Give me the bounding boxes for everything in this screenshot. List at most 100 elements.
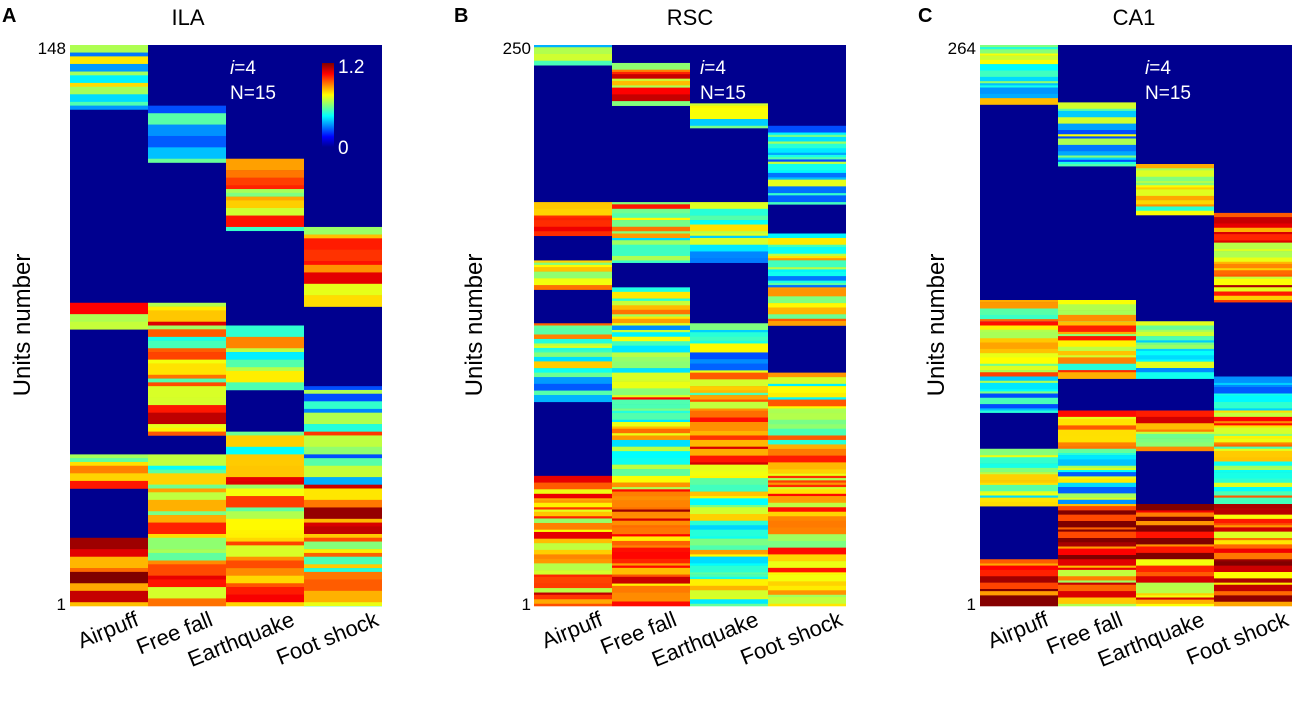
heatmap-cell <box>1214 227 1292 233</box>
heatmap-cell <box>612 413 690 421</box>
heatmap-cell <box>1214 523 1292 526</box>
heatmap-cell <box>304 522 382 527</box>
heatmap-cell <box>612 231 690 234</box>
heatmap-cell <box>304 526 382 535</box>
heatmap-cell <box>1058 363 1136 371</box>
heatmap-cell <box>612 419 690 423</box>
heatmap-cell <box>612 428 690 434</box>
heatmap-cell <box>1136 576 1214 583</box>
heatmap-cell <box>1136 512 1214 518</box>
heatmap-cell <box>768 448 846 456</box>
heatmap-cell <box>534 574 612 578</box>
heatmap-cell <box>226 446 304 459</box>
heatmap-cell <box>226 560 304 569</box>
heatmap-cell <box>768 157 846 160</box>
heatmap-cell <box>612 388 690 396</box>
heatmap-cell <box>1058 603 1136 607</box>
heatmap-cell <box>226 196 304 201</box>
heatmap-cell <box>768 547 846 555</box>
heatmap-cell <box>612 536 690 542</box>
heatmap-cell <box>70 480 148 489</box>
heatmap-cell <box>612 527 690 535</box>
heatmap-cell <box>980 331 1058 339</box>
heatmap-block-a-5-col-2 <box>226 325 304 391</box>
heatmap-cell <box>1214 436 1292 439</box>
heatmap-cell <box>612 318 690 324</box>
heatmap-cell <box>690 410 768 418</box>
heatmap-cell <box>768 574 846 582</box>
heatmap-cell <box>980 404 1058 409</box>
heatmap-cell <box>534 202 612 210</box>
heatmap-cell <box>980 363 1058 367</box>
heatmap-cell <box>690 107 768 113</box>
heatmap-cell <box>1214 442 1292 445</box>
heatmap-cell <box>768 289 846 297</box>
heatmap-cell <box>1214 559 1292 562</box>
heatmap-cell <box>534 208 612 216</box>
heatmap-cell <box>1136 368 1214 373</box>
heatmap-cell <box>1058 487 1136 494</box>
heatmap-cell <box>148 124 226 137</box>
heatmap-cell <box>1136 546 1214 554</box>
heatmap-block-a-10-col-3 <box>304 537 382 607</box>
heatmap-cell <box>1214 552 1292 560</box>
heatmap-cell <box>226 488 304 497</box>
heatmap-block-a-10-col-0 <box>70 537 148 607</box>
heatmap-cell <box>304 458 382 467</box>
heatmap-cell <box>1058 580 1136 583</box>
heatmap-cell <box>1136 181 1214 184</box>
heatmap-cell <box>690 392 768 396</box>
heatmap-cell <box>534 231 612 237</box>
heatmap-cell <box>226 325 304 338</box>
heatmap-cell <box>148 158 226 163</box>
heatmap-block-c-9-col-1 <box>1058 504 1136 562</box>
heatmap-cell <box>690 520 768 526</box>
heatmap-cell <box>612 237 690 241</box>
panel-b-stat-n: N=15 <box>700 83 746 104</box>
heatmap-cell <box>1214 584 1292 592</box>
heatmap-cell <box>690 491 768 497</box>
heatmap-cell <box>1058 453 1136 456</box>
heatmap-cell <box>690 233 768 237</box>
heatmap-cell <box>1136 516 1214 522</box>
heatmap-cell <box>980 582 1058 590</box>
heatmap-cell <box>148 552 226 561</box>
heatmap-cell <box>304 488 382 501</box>
heatmap-cell <box>148 522 226 535</box>
heatmap-block-c-9-col-2 <box>1136 504 1214 562</box>
heatmap-cell <box>148 105 226 114</box>
heatmap-cell <box>226 431 304 436</box>
heatmap-cell <box>768 413 846 421</box>
heatmap-cell <box>690 507 768 515</box>
heatmap-cell <box>1214 595 1292 603</box>
heatmap-cell <box>534 343 612 346</box>
heatmap-cell <box>148 587 226 599</box>
heatmap-cell <box>612 534 690 537</box>
heatmap-cell <box>1058 514 1136 522</box>
heatmap-cell <box>1214 572 1292 579</box>
heatmap-cell <box>148 321 226 326</box>
heatmap-cell <box>70 45 148 53</box>
heatmap-cell <box>1214 508 1292 515</box>
heatmap-cell <box>534 278 612 286</box>
heatmap-cell <box>612 395 690 398</box>
heatmap-cell <box>1214 582 1292 586</box>
heatmap-cell <box>70 590 148 603</box>
heatmap-cell <box>1214 234 1292 241</box>
heatmap-cell <box>226 158 304 171</box>
heatmap-block-b-8-col-2 <box>690 323 768 376</box>
heatmap-cell <box>768 260 846 268</box>
heatmap-cell <box>1136 510 1214 513</box>
heatmap-block-b-5-col-3 <box>768 233 846 263</box>
heatmap-cell <box>1136 212 1214 216</box>
heatmap-cell <box>690 549 768 555</box>
heatmap-cell <box>304 533 382 539</box>
heatmap-cell <box>1214 504 1292 509</box>
heatmap-cell <box>226 537 304 542</box>
heatmap-cell <box>534 570 612 575</box>
heatmap-cell <box>612 226 690 232</box>
heatmap-cell <box>612 516 690 519</box>
heatmap-block-a-9-col-3 <box>304 484 382 542</box>
heatmap-cell <box>1136 565 1214 573</box>
panel-a-stat-i-symbol: i <box>230 58 235 79</box>
